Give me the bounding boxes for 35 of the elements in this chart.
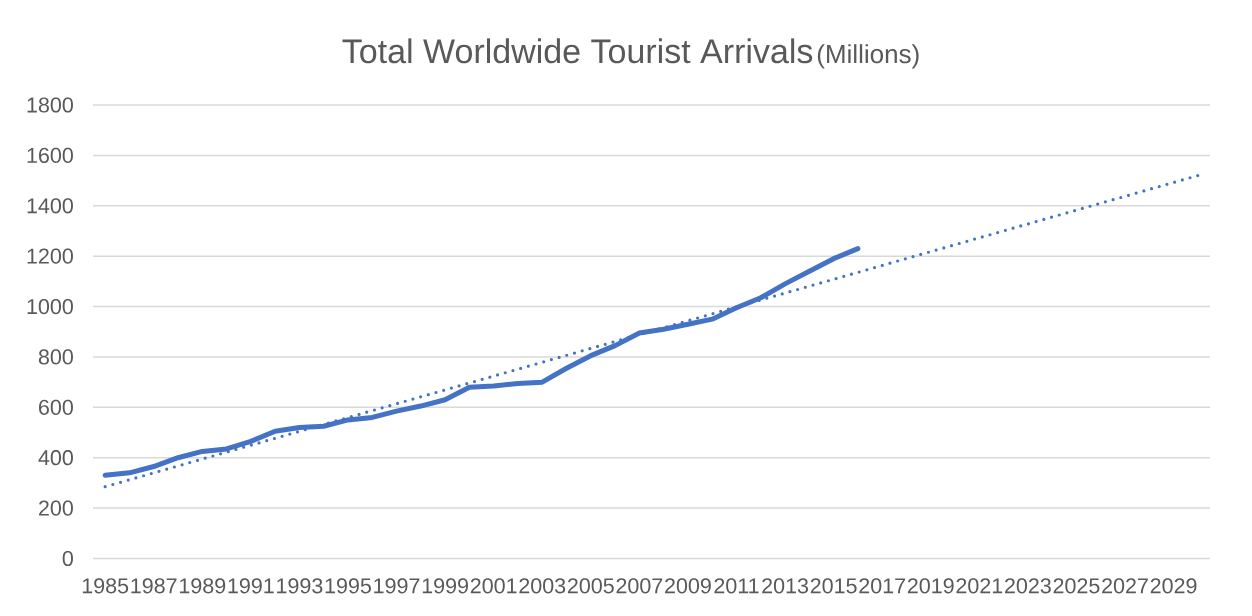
chart-subtitle: (Millions) <box>817 44 919 69</box>
y-tick-label: 1200 <box>27 248 73 264</box>
x-tick-label: 1997 <box>374 578 420 594</box>
x-tick-label: 2009 <box>665 578 711 594</box>
y-tick-label: 1000 <box>27 298 73 315</box>
x-tick-label: 2023 <box>1005 578 1051 594</box>
x-tick-label: 2017 <box>859 578 905 594</box>
x-tick-label: 2019 <box>907 578 954 594</box>
x-tick-label: 1995 <box>325 578 371 594</box>
x-tick-label: 2015 <box>810 578 857 594</box>
chart-title: Total Worldwide Tourist Arrivals <box>342 38 813 64</box>
x-tick-label: 2003 <box>519 578 566 594</box>
y-tick-label: 1800 <box>27 97 73 113</box>
y-tick-label: 600 <box>39 399 73 415</box>
x-tick-label: 1989 <box>180 578 226 594</box>
x-tick-label: 2005 <box>567 578 614 594</box>
x-tick-label: 2007 <box>616 578 663 594</box>
x-tick-label: 1991 <box>228 578 274 594</box>
x-tick-label: 2001 <box>470 578 517 594</box>
x-tick-label: 2029 <box>1150 578 1197 594</box>
y-tick-label: 0 <box>62 550 73 567</box>
x-tick-label: 2025 <box>1053 578 1100 594</box>
y-tick-label: 800 <box>38 349 73 365</box>
y-tick-label: 400 <box>38 450 73 466</box>
y-tick-label: 1600 <box>27 147 73 163</box>
x-tick-label: 2021 <box>956 578 1003 594</box>
x-tick-label: 2011 <box>714 578 759 594</box>
y-tick-label: 1400 <box>27 198 73 214</box>
x-tick-label: 1987 <box>131 578 177 594</box>
x-tick-label: 2013 <box>762 578 809 594</box>
x-tick-label: 1993 <box>277 578 323 594</box>
x-tick-label: 1999 <box>422 578 468 594</box>
x-tick-label: 1985 <box>82 578 129 594</box>
x-tick-label: 2027 <box>1102 578 1148 594</box>
y-tick-label: 200 <box>39 500 73 516</box>
